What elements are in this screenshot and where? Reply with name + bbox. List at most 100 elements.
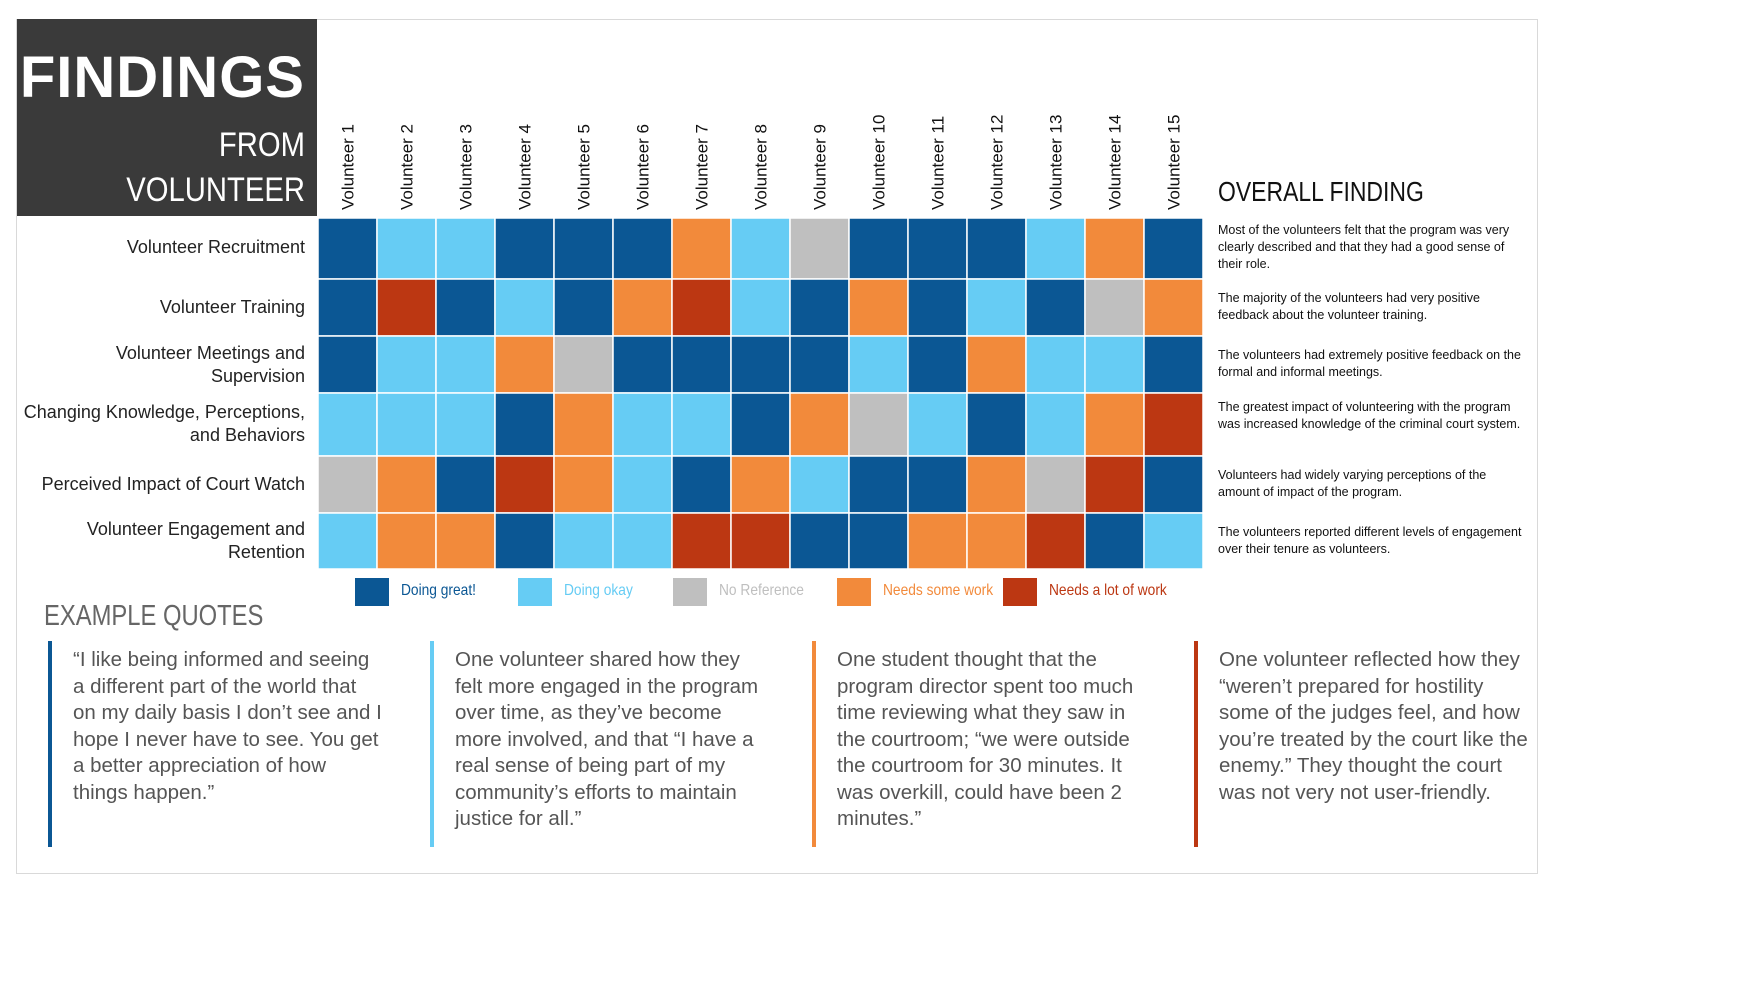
heatmap-cell (494, 217, 555, 280)
heatmap-cell (848, 455, 909, 514)
heatmap-cell (1084, 278, 1145, 337)
heatmap-cell (1143, 335, 1204, 394)
heatmap-cell (1025, 392, 1086, 457)
heatmap-cell (789, 455, 850, 514)
heatmap-cell (966, 392, 1027, 457)
heatmap-cell (612, 455, 673, 514)
heatmap-cell (1143, 392, 1204, 457)
heatmap-cell (1084, 335, 1145, 394)
heatmap-cell (612, 335, 673, 394)
column-label-volunteer-6: Volunteer 6 (634, 124, 653, 210)
heatmap-cell (671, 392, 732, 457)
heatmap-cell (671, 455, 732, 514)
heatmap-cell (1025, 512, 1086, 570)
heatmap-cell (966, 278, 1027, 337)
heatmap-cell (553, 455, 614, 514)
heatmap-cell (612, 217, 673, 280)
column-label-volunteer-14: Volunteer 14 (1106, 115, 1125, 210)
heatmap-cell (317, 512, 378, 570)
column-label-volunteer-3: Volunteer 3 (457, 124, 476, 210)
heatmap-cell (848, 278, 909, 337)
heatmap-cell (1025, 335, 1086, 394)
heatmap-cell (730, 217, 791, 280)
page-title: FINDINGS (19, 45, 305, 110)
finding-text: The volunteers reported different levels… (1218, 525, 1522, 556)
row-label: Volunteer Training (159, 297, 305, 317)
heatmap-cell (435, 392, 496, 457)
heatmap-cell (494, 278, 555, 337)
legend-swatch (518, 578, 552, 606)
column-label-volunteer-11: Volunteer 11 (929, 116, 948, 210)
heatmap-cell (612, 392, 673, 457)
column-label-volunteer-9: Volunteer 9 (811, 124, 830, 210)
heatmap-cell (435, 217, 496, 280)
heatmap-cell (671, 512, 732, 570)
row-label: Changing Knowledge, Perceptions, and Beh… (23, 402, 305, 445)
quote-block: One volunteer reflected how they “weren’… (1194, 641, 1528, 847)
heatmap-cell (789, 335, 850, 394)
heatmap-cell (317, 335, 378, 394)
column-label-volunteer-12: Volunteer 12 (988, 115, 1007, 210)
row-label: Volunteer Recruitment (126, 237, 305, 257)
heatmap-cell (494, 455, 555, 514)
heatmap-cell (376, 335, 437, 394)
heatmap-cell (966, 455, 1027, 514)
column-label-volunteer-13: Volunteer 13 (1047, 115, 1066, 210)
heatmap-cell (966, 512, 1027, 570)
heatmap-cell (553, 512, 614, 570)
quote-text: One volunteer shared how they felt more … (455, 648, 759, 830)
heatmap-cell (1025, 455, 1086, 514)
heatmap-cell (730, 392, 791, 457)
heatmap-cell (1084, 512, 1145, 570)
heatmap-cell (730, 512, 791, 570)
heatmap-cell (376, 392, 437, 457)
legend-swatch (837, 578, 871, 606)
title-block: FINDINGS FROM VOLUNTEER INTERVIEWS (17, 19, 317, 254)
heatmap-cell (789, 217, 850, 280)
column-label-volunteer-10: Volunteer 10 (870, 115, 889, 210)
column-label-volunteer-15: Volunteer 15 (1165, 115, 1184, 210)
heatmap-cell (317, 455, 378, 514)
heatmap-cell (553, 217, 614, 280)
row-label: Volunteer Engagement and Retention (86, 519, 305, 562)
legend-label: Needs some work (883, 582, 994, 599)
legend-label: Doing okay (564, 582, 633, 599)
finding-text: Volunteers had widely varying perception… (1218, 468, 1487, 499)
heatmap-cell (435, 455, 496, 514)
heatmap-cell (317, 217, 378, 280)
heatmap-cell (671, 335, 732, 394)
quote-block: One volunteer shared how they felt more … (430, 641, 764, 847)
heatmap-cell (730, 278, 791, 337)
heatmap-cell (789, 392, 850, 457)
heatmap-cell (848, 217, 909, 280)
column-label-volunteer-5: Volunteer 5 (575, 124, 594, 210)
finding-text: The majority of the volunteers had very … (1218, 291, 1480, 322)
heatmap-cell (494, 392, 555, 457)
heatmap-cell (1143, 278, 1204, 337)
finding-text: The greatest impact of volunteering with… (1218, 400, 1521, 431)
heatmap-cell (317, 278, 378, 337)
heatmap-cell (494, 335, 555, 394)
heatmap-cell (848, 335, 909, 394)
finding-text: The volunteers had extremely positive fe… (1218, 348, 1521, 379)
column-label-volunteer-7: Volunteer 7 (693, 124, 712, 210)
heatmap-cell (1084, 392, 1145, 457)
row-label: Volunteer Meetings and Supervision (115, 343, 305, 386)
legend-label: No Reference (719, 582, 804, 599)
heatmap-cell (848, 512, 909, 570)
heatmap-cell (376, 512, 437, 570)
heatmap-cell (671, 217, 732, 280)
heatmap-cell (1143, 455, 1204, 514)
column-label-volunteer-1: Volunteer 1 (339, 124, 358, 210)
heatmap-cell (494, 512, 555, 570)
heatmap-cell (376, 217, 437, 280)
heatmap-cell (730, 455, 791, 514)
heatmap-cell (907, 278, 968, 337)
quote-text: “I like being informed and seeing a diff… (73, 648, 382, 804)
heatmap-cell (907, 455, 968, 514)
heatmap-cell (848, 392, 909, 457)
heatmap-cell (553, 278, 614, 337)
heatmap-cell (1143, 217, 1204, 280)
heatmap-cell (789, 278, 850, 337)
